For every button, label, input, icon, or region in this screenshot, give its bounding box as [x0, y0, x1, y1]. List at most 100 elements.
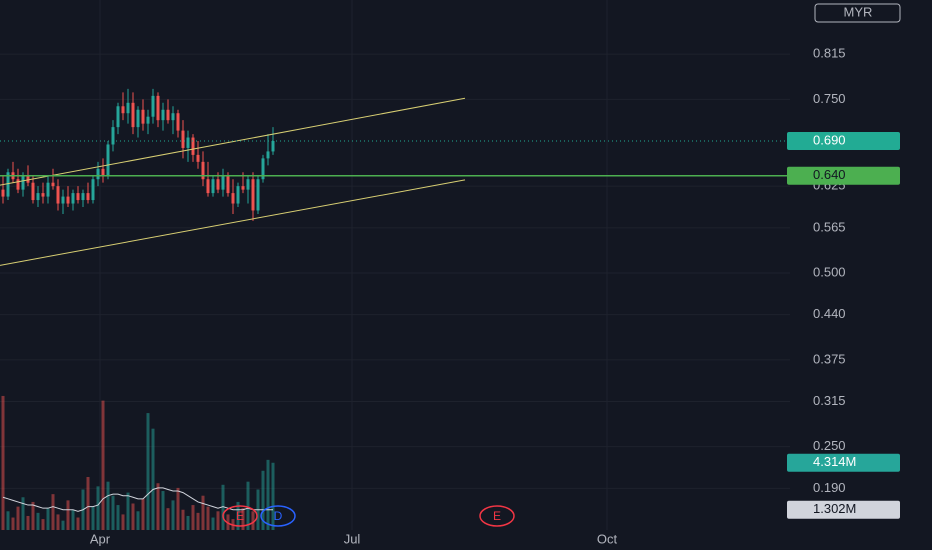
candle-body: [91, 179, 95, 201]
candle-body: [131, 102, 135, 128]
event-marker: [479, 505, 515, 527]
candle-body: [271, 141, 275, 152]
candle-body: [151, 95, 155, 117]
volume-bar: [91, 506, 95, 530]
candle-body: [166, 109, 170, 121]
y-tick-label: 0.750: [813, 91, 846, 106]
volume-bar: [76, 517, 80, 530]
candle-body: [46, 182, 50, 197]
volume-bar: [46, 508, 50, 530]
volume-bar: [126, 492, 130, 530]
candle-body: [226, 175, 230, 194]
candle-body: [206, 179, 210, 194]
volume-bar: [271, 462, 275, 530]
volume-bar: [186, 515, 190, 530]
volume-label: 4.314M: [813, 454, 856, 469]
y-tick-label: 0.250: [813, 438, 846, 453]
volume-bar: [51, 494, 55, 530]
volume-bar: [261, 470, 265, 530]
candle-body: [126, 102, 130, 114]
candle-body: [181, 130, 185, 148]
volume-bar: [221, 484, 225, 530]
candle-body: [241, 186, 245, 190]
volume-bar: [131, 503, 135, 530]
y-tick-label: 0.815: [813, 46, 846, 61]
candle-body: [141, 109, 145, 124]
candle-body: [51, 182, 55, 187]
volume-bar: [36, 512, 40, 530]
volume-bar: [151, 428, 155, 530]
candle-body: [31, 182, 35, 201]
candle-body: [221, 175, 225, 190]
candle-body: [246, 179, 250, 190]
volume-bar: [251, 511, 255, 530]
candle-body: [266, 151, 270, 159]
candle-body: [261, 158, 265, 180]
volume-bar: [181, 509, 185, 530]
x-tick-label: Apr: [90, 531, 111, 546]
candle-body: [146, 116, 150, 124]
y-tick-label: 0.315: [813, 393, 846, 408]
candle-body: [81, 193, 85, 201]
volume-bar: [66, 500, 70, 530]
candle-body: [26, 175, 30, 183]
last-price-label: 0.690: [813, 132, 846, 147]
candle-body: [171, 113, 175, 121]
hline-label: 0.640: [813, 167, 846, 182]
currency[interactable]: MYR: [844, 4, 873, 19]
volume-label-box: [787, 453, 900, 472]
volume-bar: [236, 501, 240, 530]
candle-body: [66, 196, 70, 204]
candle-body: [231, 193, 235, 204]
volume-bar: [21, 497, 25, 530]
volume-bar: [146, 413, 150, 530]
volume-bar: [121, 514, 125, 530]
candle-body: [116, 106, 120, 128]
x-tick-label: Jul: [344, 531, 361, 546]
volume-bar: [96, 486, 100, 530]
volume-bar: [31, 501, 35, 530]
y-tick-label: 0.375: [813, 351, 846, 366]
y-tick-label: 0.500: [813, 264, 846, 279]
trend-line: [0, 179, 466, 266]
x-tick-label: Oct: [597, 531, 618, 546]
volume-bar: [141, 498, 145, 530]
volume-bar: [116, 505, 120, 530]
volume-bar: [26, 515, 30, 530]
candle-body: [101, 168, 105, 176]
candle-body: [186, 137, 190, 148]
volume-bar: [61, 520, 65, 530]
volume-bar: [206, 506, 210, 530]
volume-bar: [101, 400, 105, 530]
candle-body: [156, 95, 160, 121]
candle-body: [1, 189, 5, 197]
candle-body: [56, 186, 60, 204]
volume-bar: [176, 487, 180, 530]
volume-bar: [156, 483, 160, 530]
volume-bar: [161, 491, 165, 530]
last-price-label-box: [787, 132, 900, 151]
volume-bar: [41, 519, 45, 530]
currency-box[interactable]: [814, 3, 901, 23]
event-label: E: [236, 509, 244, 523]
volume-bar: [86, 477, 90, 530]
volume-ma-label: 1.302M: [813, 501, 856, 516]
candle-body: [191, 137, 195, 155]
event-label: D: [274, 509, 283, 523]
volume-bar: [111, 495, 115, 530]
volume-bar: [6, 511, 10, 530]
candle-body: [161, 109, 165, 121]
candle-body: [16, 179, 20, 190]
candle-body: [136, 109, 140, 128]
trend-line: [0, 97, 466, 186]
event-marker: [222, 505, 258, 527]
volume-bar: [166, 508, 170, 530]
volume-bar: [71, 509, 75, 530]
volume-bar: [56, 514, 60, 530]
candle-body: [36, 193, 40, 201]
candle-body: [6, 172, 10, 197]
volume-bar: [196, 512, 200, 530]
volume-bar: [266, 459, 270, 530]
